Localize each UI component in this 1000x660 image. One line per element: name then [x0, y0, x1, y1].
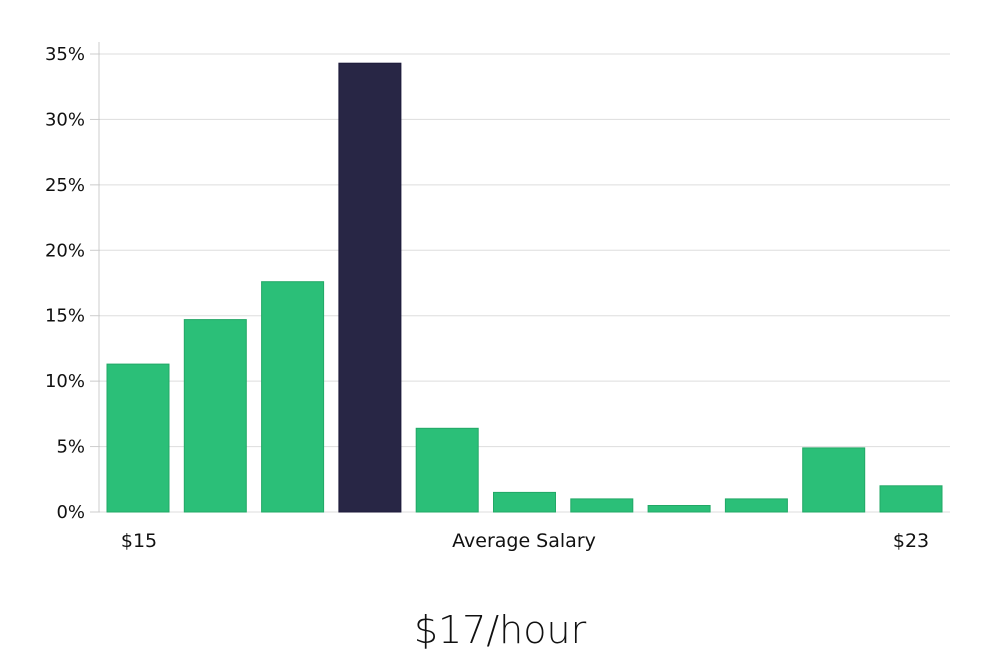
bar — [415, 427, 479, 513]
bar — [106, 363, 170, 513]
bar-highlighted — [338, 62, 402, 513]
bars — [106, 62, 943, 513]
bar — [724, 498, 788, 513]
y-tick-label: 0% — [56, 502, 85, 523]
bar — [493, 491, 556, 513]
y-axis-tick-labels: 0% 5% 10% 15% 20% 25% 30% 35% — [45, 44, 85, 523]
y-tick-label: 5% — [56, 437, 85, 458]
x-label-left: $15 — [121, 530, 157, 552]
x-label-right: $23 — [893, 530, 929, 552]
y-tick-label: 25% — [45, 175, 85, 196]
y-tick-label: 30% — [45, 109, 85, 130]
bar — [261, 281, 325, 513]
y-tick-label: 10% — [45, 371, 85, 392]
bar — [802, 447, 866, 513]
bar — [647, 505, 711, 513]
y-tick-label: 35% — [45, 44, 85, 65]
bar — [183, 319, 247, 513]
bar — [879, 485, 943, 513]
x-label-center: Average Salary — [452, 530, 596, 552]
salary-histogram: 0% 5% 10% 15% 20% 25% 30% 35% $15 Average Salar… — [45, 42, 950, 552]
average-salary-value: $17/hour — [413, 608, 587, 652]
bar — [570, 498, 634, 513]
y-tick-label: 15% — [45, 306, 85, 327]
y-tick-label: 20% — [45, 240, 85, 261]
